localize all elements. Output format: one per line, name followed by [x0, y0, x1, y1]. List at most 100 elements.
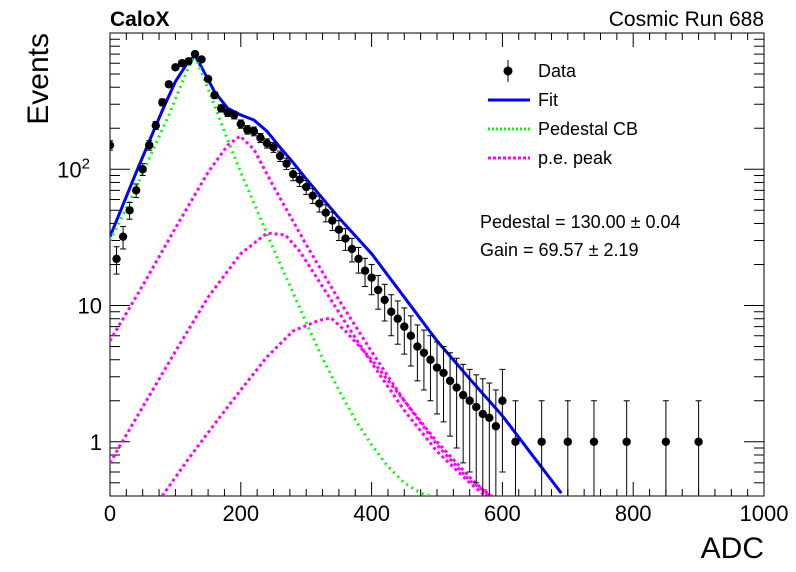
data-point	[131, 186, 141, 195]
data-point	[230, 110, 239, 120]
data-point	[445, 376, 455, 386]
pe-peak-curve	[110, 134, 495, 496]
data-point	[295, 175, 304, 184]
data-point	[118, 232, 128, 241]
data-point	[393, 314, 402, 323]
data-point	[498, 396, 507, 405]
data-point	[563, 437, 572, 446]
x-tick-label: 800	[615, 501, 652, 526]
data-point	[511, 437, 520, 446]
data-point	[210, 90, 219, 100]
data-point	[262, 139, 272, 148]
data-point	[243, 125, 252, 134]
x-tick-label: 200	[222, 501, 259, 526]
data-point	[216, 104, 226, 113]
x-tick-label: 0	[104, 501, 116, 526]
data-point	[373, 285, 383, 295]
data-point	[269, 143, 278, 152]
header-left: CaloX	[110, 8, 170, 31]
data-point	[249, 127, 259, 136]
legend-label: Fit	[538, 90, 558, 110]
data-point	[321, 208, 331, 217]
pedestal-annotation: Pedestal = 130.00 ± 0.04	[480, 212, 681, 232]
x-tick-label: 600	[484, 501, 521, 526]
data-point	[347, 244, 357, 254]
x-axis-ticks: 0 200 400 600 800 1000	[104, 33, 789, 526]
data-point	[360, 266, 370, 275]
data-point	[256, 133, 265, 143]
series-clip-group	[110, 49, 703, 496]
y-tick-label: 10	[78, 294, 102, 319]
data-point	[426, 355, 435, 364]
data-point	[387, 307, 396, 316]
gain-annotation: Gain = 69.57 ± 2.19	[480, 240, 639, 260]
data-point	[125, 206, 134, 215]
pe-peak-curve	[110, 231, 489, 496]
data-point	[334, 225, 344, 234]
data-point	[419, 348, 429, 357]
data-point	[328, 216, 337, 225]
fit-curve	[110, 53, 563, 495]
y-tick-label: 102	[57, 155, 90, 182]
data-point	[341, 234, 350, 243]
pedestal-cb-curve	[110, 52, 431, 496]
data-point	[302, 182, 311, 192]
data-point	[622, 437, 631, 446]
x-tick-label: 1000	[740, 501, 789, 526]
data-point	[184, 57, 193, 66]
data-point	[413, 342, 422, 351]
data-point	[308, 191, 317, 200]
data-point	[197, 55, 206, 64]
series-layer	[110, 49, 703, 496]
data-point	[458, 390, 468, 400]
data-point	[589, 437, 599, 446]
x-axis-title: ADC	[701, 532, 764, 565]
data-point	[478, 409, 487, 419]
legend: Data Fit Pedestal CB p.e. peak	[488, 60, 638, 168]
data-point	[112, 254, 121, 264]
data-point	[151, 121, 160, 130]
data-point	[491, 422, 501, 431]
data-point	[190, 49, 200, 59]
data-point	[288, 169, 298, 179]
data-point	[537, 437, 546, 446]
data-point	[275, 151, 285, 161]
data-point	[465, 396, 474, 405]
data-point	[223, 108, 232, 117]
y-axis-title: Events	[22, 33, 55, 125]
data-point	[282, 159, 291, 168]
pe-peak-curve	[161, 316, 491, 496]
data-point	[485, 413, 494, 422]
data-point	[432, 363, 442, 372]
fit-annotations: Pedestal = 130.00 ± 0.04 Gain = 69.57 ± 2…	[480, 212, 681, 260]
data-point	[406, 331, 416, 340]
legend-label: Pedestal CB	[538, 119, 638, 139]
legend-data-marker	[503, 66, 513, 76]
data-point	[138, 165, 147, 174]
data-point	[158, 98, 167, 107]
legend-label: Data	[538, 61, 577, 81]
data-point	[400, 322, 409, 331]
data-point	[145, 141, 154, 150]
data-point	[315, 199, 324, 208]
data-point	[694, 437, 703, 446]
data-point	[380, 295, 389, 305]
data-point	[439, 368, 448, 378]
data-point	[110, 141, 115, 150]
data-point	[177, 59, 187, 68]
y-axis-ticks: 1 10 102	[57, 38, 764, 497]
data-point	[354, 254, 363, 264]
data-point	[171, 63, 180, 72]
x-tick-label: 400	[353, 501, 390, 526]
data-point	[164, 80, 174, 89]
data-point	[236, 119, 245, 129]
legend-label: p.e. peak	[538, 148, 613, 168]
y-tick-label: 1	[90, 430, 102, 455]
data-point	[472, 402, 481, 412]
data-point	[367, 273, 376, 282]
data-point	[203, 74, 213, 84]
header-right: Cosmic Run 688	[609, 8, 764, 31]
data-point	[452, 383, 461, 392]
data-point	[661, 437, 671, 446]
